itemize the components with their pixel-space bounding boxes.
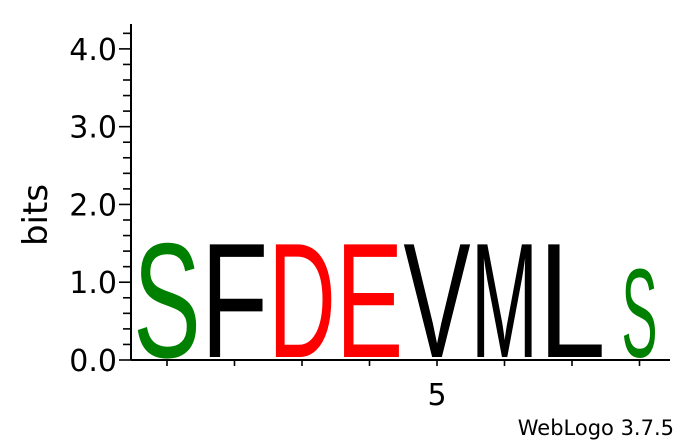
- y-tick-label: 4.0: [69, 33, 117, 68]
- logo-letter-s-pos1: S: [133, 209, 200, 392]
- logo-letter-f-pos2: F: [201, 209, 269, 392]
- y-tick-label: 0.0: [69, 344, 117, 379]
- logo-letter-m-pos6: M: [471, 210, 538, 393]
- x-tick-label: 5: [427, 378, 446, 413]
- logo-letter-e-pos4: E: [336, 209, 403, 392]
- chart-axes: 0.0 1.0 2.0 3.0 4.0 5: [69, 24, 670, 413]
- y-tick-label: 1.0: [69, 266, 117, 301]
- logo-letter-v-pos5: V: [403, 209, 470, 392]
- y-tick-label: 2.0: [69, 188, 117, 223]
- y-axis-label: bits: [16, 183, 56, 247]
- logo-letter-d-pos3: D: [268, 210, 336, 393]
- y-tick-label: 3.0: [69, 111, 117, 146]
- logo-letter-l-pos7: L: [538, 209, 605, 392]
- weblogo-version-footer: WebLogo 3.7.5: [517, 416, 674, 440]
- logo-letter-s-pos8: S: [621, 243, 657, 385]
